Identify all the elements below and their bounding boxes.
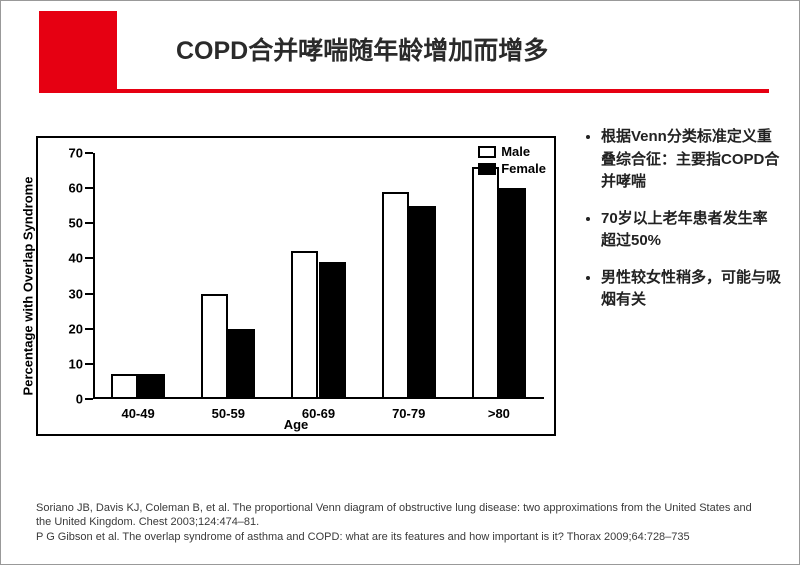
red-square-accent <box>39 11 117 89</box>
bullet-item: 70岁以上老年患者发生率超过50% <box>601 208 781 253</box>
legend-label-male: Male <box>501 144 530 159</box>
bullet-list: 根据Venn分类标准定义重叠综合征：主要指COPD合并哮喘 70岁以上老年患者发… <box>581 126 781 326</box>
plot-area: 010203040506070 40-4950-5960-6970-79>80 <box>93 153 544 399</box>
y-tick-label: 20 <box>69 321 83 336</box>
x-tick-label: 40-49 <box>121 406 154 421</box>
y-tick <box>85 257 93 259</box>
y-tick <box>85 187 93 189</box>
bar-female <box>319 262 346 399</box>
bar-chart: Percentage with Overlap Syndrome 0102030… <box>36 136 556 436</box>
x-tick-label: >80 <box>488 406 510 421</box>
bar-male <box>382 192 409 399</box>
x-tick-label: 70-79 <box>392 406 425 421</box>
y-tick <box>85 328 93 330</box>
legend-item-female: Female <box>478 161 546 176</box>
references: Soriano JB, Davis KJ, Coleman B, et al. … <box>36 501 769 544</box>
x-tick-label: 50-59 <box>212 406 245 421</box>
reference-line: P G Gibson et al. The overlap syndrome o… <box>36 530 769 544</box>
y-tick <box>85 222 93 224</box>
page-title: COPD合并哮喘随年龄增加而增多 <box>176 31 548 67</box>
legend-swatch-female <box>478 163 496 175</box>
bar-female <box>228 329 255 399</box>
legend-label-female: Female <box>501 161 546 176</box>
y-tick-label: 30 <box>69 286 83 301</box>
y-tick <box>85 363 93 365</box>
bar-female <box>499 188 526 399</box>
y-tick <box>85 152 93 154</box>
title-underline <box>39 89 769 93</box>
y-tick-label: 40 <box>69 251 83 266</box>
x-axis-label: Age <box>284 417 309 432</box>
y-tick-label: 50 <box>69 216 83 231</box>
y-tick <box>85 398 93 400</box>
bar-female <box>138 374 165 399</box>
bar-male <box>291 251 318 399</box>
y-tick-label: 60 <box>69 181 83 196</box>
bar-male <box>472 167 499 399</box>
header: COPD合并哮喘随年龄增加而增多 <box>1 1 799 101</box>
bullet-item: 男性较女性稍多，可能与吸烟有关 <box>601 267 781 312</box>
y-tick-label: 70 <box>69 146 83 161</box>
legend-swatch-male <box>478 146 496 158</box>
bar-male <box>111 374 138 399</box>
content-area: Percentage with Overlap Syndrome 0102030… <box>36 121 774 464</box>
bar-female <box>409 206 436 399</box>
y-tick-label: 0 <box>76 392 83 407</box>
legend-item-male: Male <box>478 144 546 159</box>
bullet-item: 根据Venn分类标准定义重叠综合征：主要指COPD合并哮喘 <box>601 126 781 194</box>
y-tick-label: 10 <box>69 356 83 371</box>
reference-line: Soriano JB, Davis KJ, Coleman B, et al. … <box>36 501 769 530</box>
y-axis-label: Percentage with Overlap Syndrome <box>21 177 36 396</box>
y-tick <box>85 293 93 295</box>
legend: Male Female <box>478 144 546 178</box>
bar-male <box>201 294 228 399</box>
y-axis <box>93 153 95 399</box>
